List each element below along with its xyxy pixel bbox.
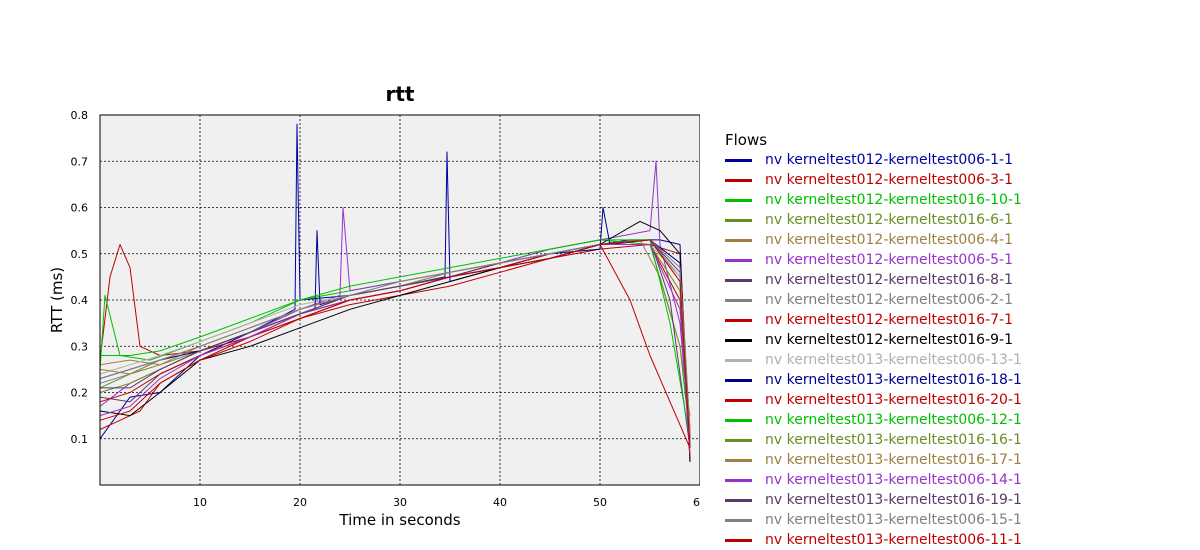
series-line [99, 220, 691, 462]
legend-item: nv kerneltest013-kerneltest016-18-1 [725, 370, 1022, 390]
legend-label: nv kerneltest013-kerneltest016-20-1 [765, 392, 1022, 408]
x-tick-label: 20 [293, 496, 307, 509]
legend-swatch [725, 338, 752, 342]
x-axis-label: Time in seconds [338, 511, 460, 529]
legend-item: nv kerneltest013-kerneltest016-16-1 [725, 430, 1022, 450]
axes: 10 20 30 40 50 60 0.1 0.2 0.3 0.4 0.5 0.6 0.7 0.8 [71, 109, 700, 509]
series-line [100, 239, 691, 439]
y-tick-label: 0.2 [71, 387, 89, 400]
legend-label: nv kerneltest012-kerneltest006-3-1 [765, 172, 1014, 188]
legend-swatch [725, 298, 752, 302]
legend-label: nv kerneltest012-kerneltest006-1-1 [765, 152, 1014, 168]
legend-label: nv kerneltest013-kerneltest006-13-1 [765, 352, 1022, 368]
legend-label: nv kerneltest013-kerneltest006-14-1 [765, 472, 1022, 488]
legend-label: nv kerneltest012-kerneltest006-4-1 [765, 232, 1014, 248]
series-line [99, 239, 691, 449]
legend-items: nv kerneltest012-kerneltest006-1-1 nv ker… [725, 150, 1022, 550]
legend-label: nv kerneltest012-kerneltest006-5-1 [765, 252, 1014, 268]
legend-item: nv kerneltest012-kerneltest006-2-1 [725, 290, 1022, 310]
legend-swatch [725, 538, 752, 542]
legend-swatch [725, 398, 752, 402]
legend-label: nv kerneltest012-kerneltest016-8-1 [765, 272, 1014, 288]
legend-swatch [725, 418, 752, 422]
legend-swatch [725, 198, 752, 202]
y-tick-label: 0.5 [71, 248, 89, 261]
legend-swatch [725, 478, 752, 482]
legend-item: nv kerneltest013-kerneltest006-15-1 [725, 510, 1022, 530]
series-line [99, 244, 691, 439]
y-tick-label: 0.6 [71, 202, 89, 215]
legend-item: nv kerneltest012-kerneltest016-7-1 [725, 310, 1022, 330]
legend-item: nv kerneltest013-kerneltest006-13-1 [725, 350, 1022, 370]
legend: Flows nv kerneltest012-kerneltest006-1-1… [725, 130, 1022, 550]
legend-item: nv kerneltest012-kerneltest006-3-1 [725, 170, 1022, 190]
y-tick-label: 0.3 [71, 340, 89, 353]
x-tick-label: 30 [393, 496, 407, 509]
y-axis-label: RTT (ms) [48, 267, 66, 333]
legend-label: nv kerneltest013-kerneltest016-16-1 [765, 432, 1022, 448]
plot-frame [99, 114, 700, 486]
legend-item: nv kerneltest013-kerneltest016-19-1 [725, 490, 1022, 510]
legend-item: nv kerneltest012-kerneltest006-5-1 [725, 250, 1022, 270]
legend-title: Flows [725, 131, 768, 149]
legend-swatch [725, 258, 752, 262]
legend-swatch [725, 498, 752, 502]
legend-swatch [725, 278, 752, 282]
legend-label: nv kerneltest013-kerneltest006-11-1 [765, 532, 1022, 548]
legend-item: nv kerneltest012-kerneltest016-6-1 [725, 210, 1022, 230]
legend-swatch [725, 218, 752, 222]
x-tick-label: 60 [693, 496, 700, 509]
legend-swatch [725, 518, 752, 522]
legend-swatch [725, 178, 752, 182]
legend-item: nv kerneltest013-kerneltest016-17-1 [725, 450, 1022, 470]
y-tick-label: 0.7 [71, 155, 89, 168]
legend-item: nv kerneltest012-kerneltest016-10-1 [725, 190, 1022, 210]
legend-label: nv kerneltest013-kerneltest006-15-1 [765, 512, 1022, 528]
legend-label: nv kerneltest012-kerneltest016-6-1 [765, 212, 1014, 228]
legend-item: nv kerneltest012-kerneltest006-4-1 [725, 230, 1022, 250]
y-tick-label: 0.1 [71, 433, 89, 446]
x-tick-label: 50 [593, 496, 607, 509]
series-layer [99, 123, 691, 462]
chart-title: rtt [386, 82, 415, 106]
legend-swatch [725, 318, 752, 322]
legend-swatch [725, 158, 752, 162]
legend-item: nv kerneltest012-kerneltest016-9-1 [725, 330, 1022, 350]
legend-label: nv kerneltest013-kerneltest006-12-1 [765, 412, 1022, 428]
rtt-chart: 10 20 30 40 50 60 0.1 0.2 0.3 0.4 0.5 0.6 0.7 0.8 rtt… [48, 82, 700, 529]
legend-label: nv kerneltest013-kerneltest016-18-1 [765, 372, 1022, 388]
legend-label: nv kerneltest012-kerneltest016-10-1 [765, 192, 1022, 208]
x-tick-label: 40 [493, 496, 507, 509]
legend-swatch [725, 438, 752, 442]
legend-swatch [725, 378, 752, 382]
legend-item: nv kerneltest012-kerneltest016-8-1 [725, 270, 1022, 290]
legend-item: nv kerneltest013-kerneltest006-14-1 [725, 470, 1022, 490]
legend-item: nv kerneltest013-kerneltest006-11-1 [725, 530, 1022, 550]
legend-label: nv kerneltest012-kerneltest016-7-1 [765, 312, 1014, 328]
legend-item: nv kerneltest013-kerneltest016-20-1 [725, 390, 1022, 410]
legend-swatch [725, 238, 752, 242]
y-tick-label: 0.8 [71, 109, 89, 122]
x-tick-label: 10 [193, 496, 207, 509]
legend-label: nv kerneltest012-kerneltest016-9-1 [765, 332, 1014, 348]
legend-swatch [725, 458, 752, 462]
legend-label: nv kerneltest013-kerneltest016-17-1 [765, 452, 1022, 468]
legend-label: nv kerneltest013-kerneltest016-19-1 [765, 492, 1022, 508]
y-tick-label: 0.4 [71, 294, 89, 307]
legend-label: nv kerneltest012-kerneltest006-2-1 [765, 292, 1014, 308]
legend-item: nv kerneltest013-kerneltest006-12-1 [725, 410, 1022, 430]
legend-item: nv kerneltest012-kerneltest006-1-1 [725, 150, 1022, 170]
legend-swatch [725, 358, 752, 362]
